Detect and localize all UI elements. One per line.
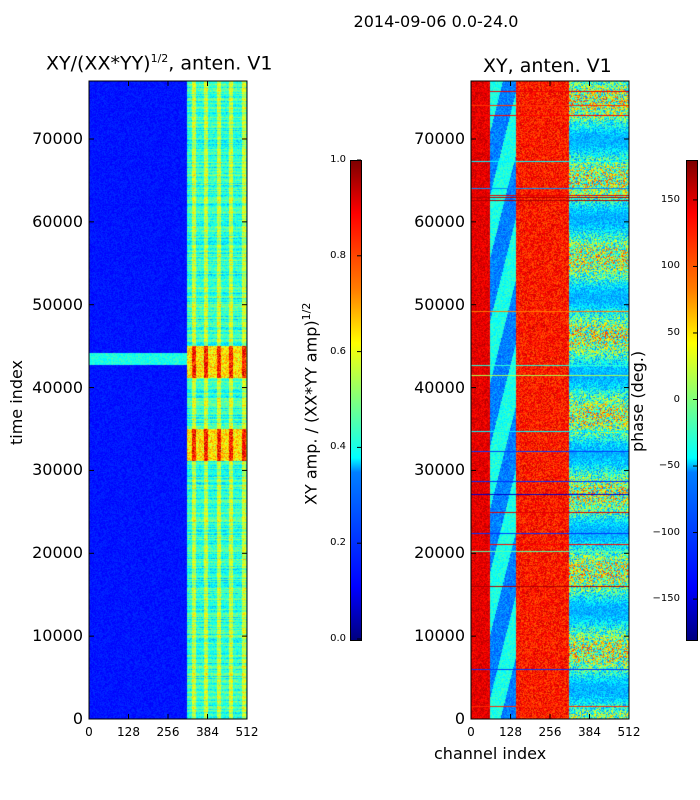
ytick-label: 50000 [414,294,465,314]
colorbar-amplitude-label-main: XY amp. / (XX*YY amp) [301,320,321,505]
ytick-label: 70000 [414,129,465,148]
heatmap-phase [471,81,629,719]
ytick-label: 40000 [414,377,465,397]
colorbar-tick-label: 1.0 [330,154,346,165]
ytick-label: 50000 [32,294,83,314]
colorbar-tick-label: 0.4 [330,441,346,453]
xtick-label: 0 [85,725,93,739]
ytick-label: 10000 [414,626,465,646]
ytick-label: 30000 [414,460,465,480]
panel1-title-tail: , anten. V1 [168,52,273,75]
xtick-label: 512 [617,725,641,739]
xtick-label: 512 [235,725,259,739]
ytick-label: 10000 [32,626,83,646]
xtick-label: 256 [156,725,180,739]
ylabel-time-index: time index [7,359,26,445]
xtick-label: 256 [538,725,562,739]
ytick-label: 60000 [414,211,465,231]
panel2-frame [470,80,630,720]
colorbar-tick-label: 100 [660,260,680,272]
colorbar-amplitude-label-sup: 1/2 [300,302,313,321]
xtick-label: 0 [467,725,475,739]
panel2-title: XY, anten. V1 [483,55,612,77]
colorbar-tick-label: 150 [660,193,680,205]
colorbar-amplitude [350,160,362,641]
ytick-label: 30000 [32,460,83,480]
colorbar-tick-label: 50 [667,326,680,338]
colorbar-tick-label: −50 [658,460,680,472]
xtick-label: 384 [196,725,219,739]
colorbar-phase [686,160,698,641]
panel1-frame [88,80,248,720]
ytick-label: 40000 [32,377,83,397]
panel1-title-sup: 1/2 [150,52,169,65]
colorbar-tick-label: −100 [652,526,680,538]
colorbar-tick-label: 0.8 [330,249,346,261]
xtick-label: 384 [578,725,601,739]
colorbar-phase-label: phase (deg.) [628,350,647,452]
xlabel-channel-index: channel index [434,744,547,763]
ytick-label: 20000 [414,543,465,563]
colorbar-tick-label: 0.2 [330,537,346,549]
colorbar-tick-label: 0.0 [330,633,346,644]
ytick-label: 0 [72,709,83,728]
xtick-label: 128 [499,725,522,739]
colorbar-amplitude-label: XY amp. / (XX*YY amp)1/2 [300,303,320,505]
colorbar-tick-label: 0.6 [330,345,346,357]
heatmap-amplitude [89,81,247,719]
xtick-label: 128 [117,725,140,739]
ytick-label: 20000 [32,543,83,563]
ytick-label: 70000 [32,129,83,148]
colorbar-tick-label: −150 [652,593,680,605]
ytick-label: 0 [454,709,465,728]
colorbar-tick-label: 0 [673,393,680,405]
panel1-title-main: XY/(XX*YY) [46,52,151,75]
ytick-label: 60000 [32,211,83,231]
panel1-title: XY/(XX*YY)1/2, anten. V1 [46,52,272,74]
figure-title: 2014-09-06 0.0-24.0 [353,12,519,31]
